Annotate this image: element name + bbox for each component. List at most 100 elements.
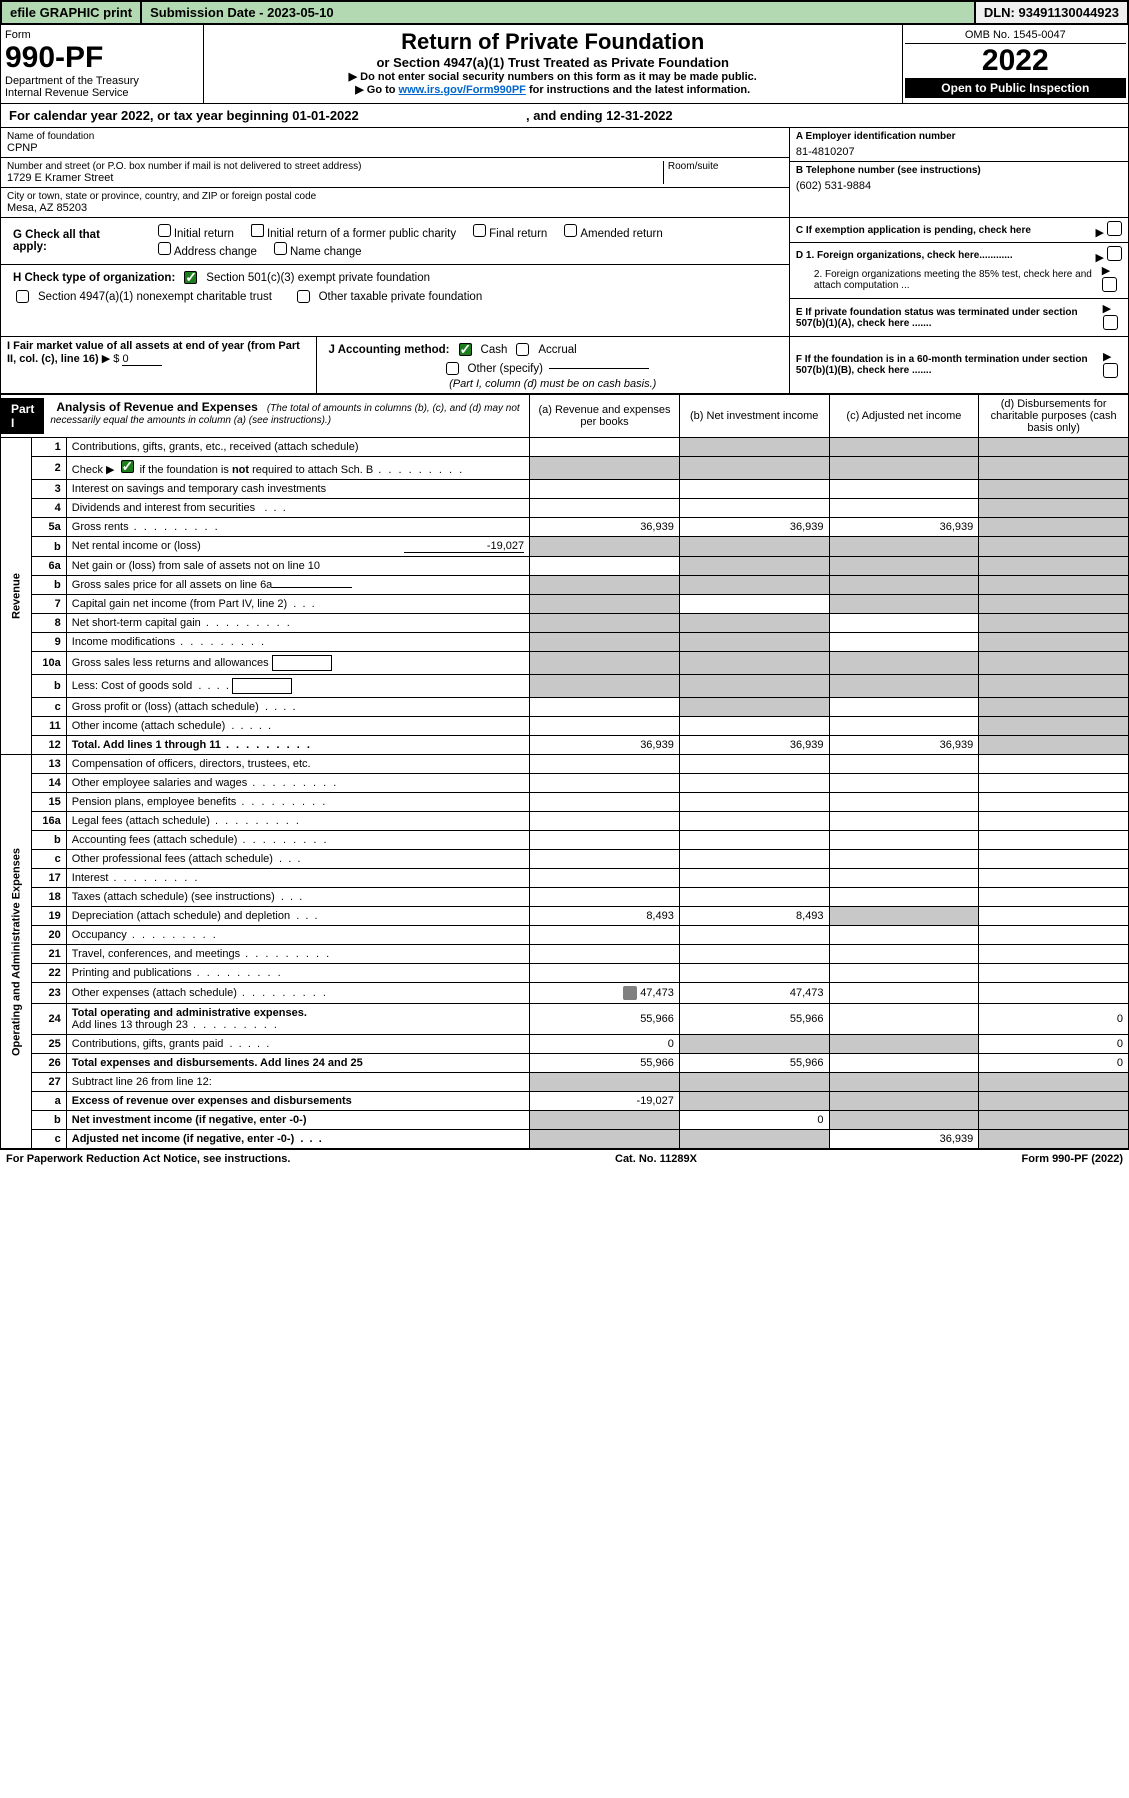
501c3-checkbox[interactable] <box>184 271 197 284</box>
address-label: Number and street (or P.O. box number if… <box>7 161 663 172</box>
row-15: Pension plans, employee benefits <box>66 793 529 812</box>
val-5a-a: 36,939 <box>530 518 680 537</box>
name-change-checkbox[interactable] <box>274 242 287 255</box>
row-10c: Gross profit or (loss) (attach schedule)… <box>66 698 529 717</box>
col-a-header: (a) Revenue and expenses per books <box>530 395 680 438</box>
val-27c-c: 36,939 <box>829 1130 979 1149</box>
val-25-d: 0 <box>979 1035 1129 1054</box>
g-opt-0: Initial return <box>174 228 234 240</box>
col-d-header: (d) Disbursements for charitable purpose… <box>979 395 1129 438</box>
val-12-a: 36,939 <box>530 736 680 755</box>
cash-checkbox[interactable] <box>459 343 472 356</box>
accrual-checkbox[interactable] <box>516 343 529 356</box>
calendar-year-row: For calendar year 2022, or tax year begi… <box>0 104 1129 128</box>
row-19: Depreciation (attach schedule) and deple… <box>66 907 529 926</box>
amended-return-checkbox[interactable] <box>564 224 577 237</box>
row-6b: Gross sales price for all assets on line… <box>66 576 529 595</box>
row-27b: Net investment income (if negative, ente… <box>66 1111 529 1130</box>
calyear-end: 12-31-2022 <box>606 108 673 123</box>
col-c-header: (c) Adjusted net income <box>829 395 979 438</box>
row-20: Occupancy <box>66 926 529 945</box>
dept-treasury: Department of the Treasury <box>5 75 199 87</box>
f-checkbox[interactable] <box>1103 363 1118 378</box>
open-public-badge: Open to Public Inspection <box>905 78 1126 98</box>
row-7: Capital gain net income (from Part IV, l… <box>66 595 529 614</box>
street-address: 1729 E Kramer Street <box>7 172 663 184</box>
form-link[interactable]: www.irs.gov/Form990PF <box>399 84 526 96</box>
row-9: Income modifications <box>66 633 529 652</box>
row-27: Subtract line 26 from line 12: <box>66 1073 529 1092</box>
val-5b: -19,027 <box>404 540 524 553</box>
val-26-b: 55,966 <box>679 1054 829 1073</box>
revenue-sidelabel: Revenue <box>1 438 32 755</box>
g-opt-5: Name change <box>290 246 362 258</box>
city-label: City or town, state or province, country… <box>7 191 783 202</box>
efile-print-button[interactable]: efile GRAPHIC print <box>2 2 142 23</box>
val-5a-b: 36,939 <box>679 518 829 537</box>
val-26-d: 0 <box>979 1054 1129 1073</box>
foundation-name: CPNP <box>7 142 783 154</box>
other-method-checkbox[interactable] <box>446 362 459 375</box>
row-16b: Accounting fees (attach schedule) <box>66 831 529 850</box>
val-27b-b: 0 <box>679 1111 829 1130</box>
row-22: Printing and publications <box>66 964 529 983</box>
ein-label: A Employer identification number <box>796 131 1122 142</box>
j-cash: Cash <box>481 344 508 356</box>
final-return-checkbox[interactable] <box>473 224 486 237</box>
instr2-pre: ▶ Go to <box>355 84 398 96</box>
val-12-c: 36,939 <box>829 736 979 755</box>
row-10b: Less: Cost of goods sold . . . . <box>66 675 529 698</box>
g-label: G Check all that apply: <box>13 229 119 253</box>
calyear-pre: For calendar year 2022, or tax year begi… <box>9 108 292 123</box>
omb-number: OMB No. 1545-0047 <box>905 27 1126 44</box>
other-taxable-checkbox[interactable] <box>297 290 310 303</box>
name-label: Name of foundation <box>7 131 783 142</box>
instr2-post: for instructions and the latest informat… <box>526 84 750 96</box>
g-opt-4: Amended return <box>580 228 662 240</box>
former-charity-checkbox[interactable] <box>251 224 264 237</box>
i-prefix: ▶ $ <box>102 353 120 365</box>
row-23: Other expenses (attach schedule) <box>66 983 529 1004</box>
attachment-icon[interactable] <box>623 986 637 1000</box>
d1-label: D 1. Foreign organizations, check here..… <box>796 250 1013 261</box>
top-bar: efile GRAPHIC print Submission Date - 20… <box>0 0 1129 25</box>
c-label: C If exemption application is pending, c… <box>796 225 1031 236</box>
phone-value: (602) 531-9884 <box>796 176 1122 192</box>
col-b-header: (b) Net investment income <box>679 395 829 438</box>
row-27c: Adjusted net income (if negative, enter … <box>66 1130 529 1149</box>
ein-value: 81-4810207 <box>796 142 1122 158</box>
foundation-info-row: Name of foundation CPNP Number and stree… <box>0 128 1129 218</box>
instruction-2: ▶ Go to www.irs.gov/Form990PF for instru… <box>212 83 894 96</box>
4947-checkbox[interactable] <box>16 290 29 303</box>
address-change-checkbox[interactable] <box>158 242 171 255</box>
subtitle: or Section 4947(a)(1) Trust Treated as P… <box>212 55 894 70</box>
val-24-d: 0 <box>979 1004 1129 1035</box>
row-1: Contributions, gifts, grants, etc., rece… <box>66 438 529 457</box>
row-16a: Legal fees (attach schedule) <box>66 812 529 831</box>
row-2: Check ▶ if the foundation is not require… <box>66 457 529 480</box>
val-12-b: 36,939 <box>679 736 829 755</box>
submission-date: Submission Date - 2023-05-10 <box>142 2 976 23</box>
checkbox-section: G Check all that apply: Initial return I… <box>0 218 1129 337</box>
schb-checkbox[interactable] <box>121 460 134 473</box>
row-13: Compensation of officers, directors, tru… <box>66 755 529 774</box>
expenses-sidelabel: Operating and Administrative Expenses <box>1 755 32 1149</box>
row-14: Other employee salaries and wages <box>66 774 529 793</box>
row-8: Net short-term capital gain <box>66 614 529 633</box>
g-opt-3: Initial return of a former public charit… <box>267 228 456 240</box>
d1-checkbox[interactable] <box>1107 246 1122 261</box>
val-26-a: 55,966 <box>530 1054 680 1073</box>
h-opt-2: Section 4947(a)(1) nonexempt charitable … <box>38 291 272 303</box>
val-5a-c: 36,939 <box>829 518 979 537</box>
page-footer: For Paperwork Reduction Act Notice, see … <box>0 1149 1129 1168</box>
irs-label: Internal Revenue Service <box>5 87 199 99</box>
e-checkbox[interactable] <box>1103 315 1118 330</box>
val-19-b: 8,493 <box>679 907 829 926</box>
row-6a: Net gain or (loss) from sale of assets n… <box>66 557 529 576</box>
main-title: Return of Private Foundation <box>212 29 894 55</box>
city-state-zip: Mesa, AZ 85203 <box>7 202 783 214</box>
initial-return-checkbox[interactable] <box>158 224 171 237</box>
d2-checkbox[interactable] <box>1102 277 1117 292</box>
c-checkbox[interactable] <box>1107 221 1122 236</box>
row-5a: Gross rents <box>66 518 529 537</box>
